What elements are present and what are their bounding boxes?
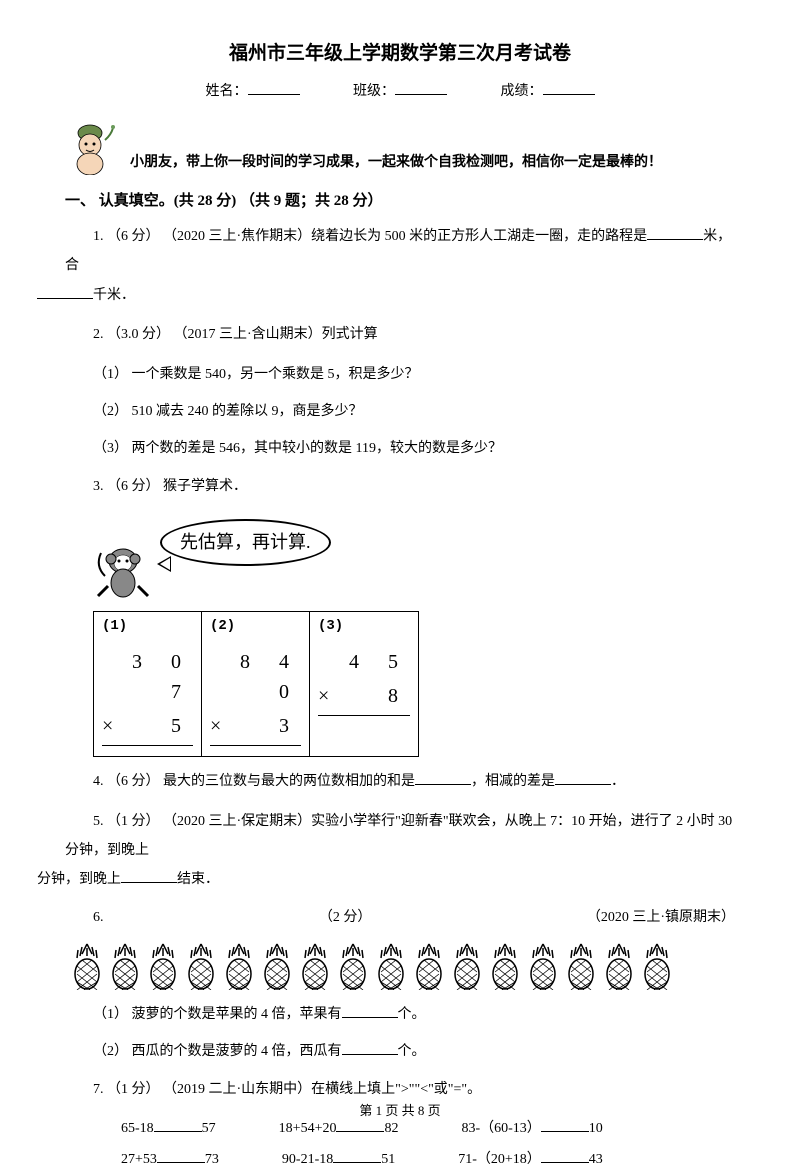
mult-2-label: (2)	[210, 616, 301, 637]
q4-suffix: ．	[611, 774, 625, 789]
mult-1-op: ×	[102, 711, 113, 741]
student-info-row: 姓名： 班级： 成绩：	[65, 81, 735, 102]
pineapple-row	[70, 942, 735, 990]
mult-2-line	[210, 745, 301, 746]
q2-sub-1: （1） 一个乘数是 540，另一个乘数是 5，积是多少？	[65, 360, 735, 389]
name-blank[interactable]	[248, 81, 300, 95]
q4-blank-2[interactable]	[555, 771, 611, 785]
q1-text: 1. （6 分） （2020 三上·焦作期末）绕着边长为 500 米的正方形人工…	[93, 229, 647, 244]
exam-title: 福州市三年级上学期数学第三次月考试卷	[65, 40, 735, 69]
mult-1-label: (1)	[102, 616, 193, 637]
pineapple-icon	[70, 942, 104, 990]
mult-2-top: 8 4 0	[210, 647, 301, 707]
pineapple-icon	[488, 942, 522, 990]
q6-sub-1: （1） 菠萝的个数是苹果的 4 倍，苹果有 个。	[65, 1000, 735, 1029]
mult-3-line	[318, 715, 410, 716]
pineapple-icon	[108, 942, 142, 990]
question-4: 4. （6 分） 最大的三位数与最大的两位数相加的和是 ，相减的差是 ．	[65, 767, 735, 796]
mult-3-bot: 8	[388, 681, 410, 711]
intro-text: 小朋友，带上你一段时间的学习成果，一起来做个自我检测吧，相信你一定是最棒的！	[130, 152, 662, 175]
compare-blank[interactable]	[541, 1118, 589, 1132]
compare-blank[interactable]	[333, 1149, 381, 1163]
compare-blank[interactable]	[154, 1118, 202, 1132]
class-blank[interactable]	[395, 81, 447, 95]
q2-sub-2: （2） 510 减去 240 的差除以 9，商是多少？	[65, 397, 735, 426]
mult-3-label: (3)	[318, 616, 410, 637]
mult-cell-2: (2) 8 4 0 × 3	[202, 612, 310, 756]
q1-blank-2[interactable]	[37, 285, 93, 299]
mult-2-bot: 3	[279, 711, 301, 741]
mult-1-bot: 5	[171, 711, 193, 741]
pineapple-icon	[184, 942, 218, 990]
speech-bubble: 先估算，再计算.	[160, 519, 331, 566]
q1-blank-1[interactable]	[647, 226, 703, 240]
mult-1-top: 3 0 7	[102, 647, 193, 707]
compare-item: 27+5373	[93, 1145, 219, 1176]
compare-blank[interactable]	[541, 1149, 589, 1163]
q6-s1-text: （1） 菠萝的个数是苹果的 4 倍，苹果有	[93, 1007, 342, 1022]
q5-blank[interactable]	[121, 869, 177, 883]
page-footer: 第 1 页 共 8 页	[0, 1101, 800, 1121]
mult-2-op: ×	[210, 711, 221, 741]
monkey-illustration: 先估算，再计算.	[65, 511, 735, 601]
q6-sub-2: （2） 西瓜的个数是菠萝的 4 倍，西瓜有 个。	[65, 1037, 735, 1066]
pineapple-icon	[640, 942, 674, 990]
mult-cell-1: (1) 3 0 7 × 5	[94, 612, 202, 756]
compare-item: 71-（20+18）43	[430, 1145, 603, 1176]
mult-3-top: 4 5	[318, 647, 410, 677]
pineapple-icon	[602, 942, 636, 990]
intro-row: 小朋友，带上你一段时间的学习成果，一起来做个自我检测吧，相信你一定是最棒的！	[65, 120, 735, 175]
q6-s1-suffix: 个。	[398, 1007, 426, 1022]
section-1-header: 一、 认真填空。(共 28 分) （共 9 题；共 28 分）	[65, 190, 735, 213]
mult-3-op: ×	[318, 681, 329, 711]
mult-cell-3: (3) 4 5 × 8	[310, 612, 418, 756]
score-blank[interactable]	[543, 81, 595, 95]
q6-s2-blank[interactable]	[342, 1041, 398, 1055]
question-5: 5. （1 分） （2020 三上·保定期末）实验小学举行"迎新春"联欢会，从晚…	[65, 807, 735, 895]
q6-source: （2020 三上·镇原期末）	[587, 903, 735, 932]
q2-sub-3: （3） 两个数的差是 546，其中较小的数是 119，较大的数是多少？	[65, 434, 735, 463]
score-label: 成绩：	[501, 84, 543, 99]
pineapple-icon	[260, 942, 294, 990]
q6-s1-blank[interactable]	[342, 1004, 398, 1018]
q5-prefix: 5. （1 分） （2020 三上·保定期末）实验小学举行"迎新春"联欢会，从晚…	[65, 814, 732, 858]
pineapple-icon	[336, 942, 370, 990]
compare-blank[interactable]	[157, 1149, 205, 1163]
compare-item: 90-21-1851	[254, 1145, 395, 1176]
pineapple-icon	[222, 942, 256, 990]
pineapple-icon	[450, 942, 484, 990]
q4-mid: ，相减的差是	[471, 774, 555, 789]
pineapple-icon	[298, 942, 332, 990]
q7-row-2: 27+5373 90-21-1851 71-（20+18）43	[65, 1145, 735, 1176]
q6-s2-text: （2） 西瓜的个数是菠萝的 4 倍，西瓜有	[93, 1044, 342, 1059]
multiplication-table: (1) 3 0 7 × 5 (2) 8 4 0 × 3 (3) 4 5 × 8	[93, 611, 419, 757]
pineapple-icon	[564, 942, 598, 990]
q4-prefix: 4. （6 分） 最大的三位数与最大的两位数相加的和是	[93, 774, 415, 789]
q6-points: （2 分）	[104, 903, 587, 932]
mult-1-line	[102, 745, 193, 746]
q1-suffix: 千米．	[93, 288, 135, 303]
name-label: 姓名：	[206, 84, 248, 99]
class-label: 班级：	[353, 84, 395, 99]
compare-blank[interactable]	[336, 1118, 384, 1132]
q4-blank-1[interactable]	[415, 771, 471, 785]
q6-s2-suffix: 个。	[398, 1044, 426, 1059]
q6-num: 6.	[93, 903, 104, 932]
speech-tail	[157, 556, 171, 572]
pineapple-icon	[374, 942, 408, 990]
pineapple-icon	[412, 942, 446, 990]
pineapple-icon	[146, 942, 180, 990]
question-1: 1. （6 分） （2020 三上·焦作期末）绕着边长为 500 米的正方形人工…	[65, 222, 735, 310]
question-6-head: 6. （2 分） （2020 三上·镇原期末）	[65, 903, 735, 932]
boy-icon	[65, 120, 115, 175]
q5-suffix: 结束．	[177, 872, 219, 887]
question-3: 3. （6 分） 猴子学算术．	[65, 472, 735, 501]
pineapple-icon	[526, 942, 560, 990]
question-2: 2. （3.0 分） （2017 三上·含山期末）列式计算	[65, 320, 735, 349]
monkey-icon	[93, 541, 153, 601]
